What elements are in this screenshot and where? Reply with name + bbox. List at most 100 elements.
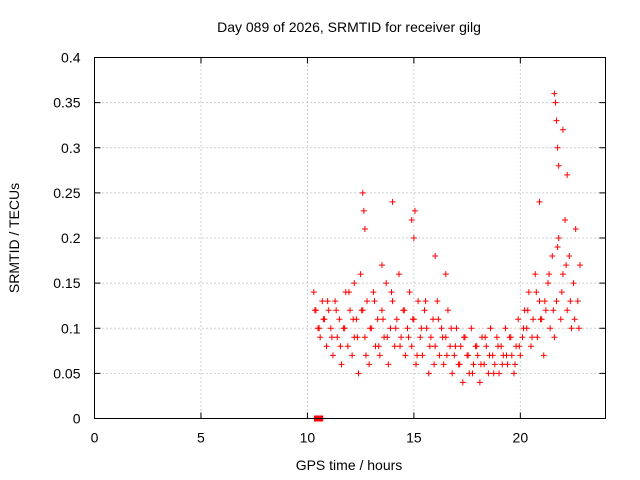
data-point bbox=[503, 352, 510, 359]
data-point bbox=[525, 289, 532, 296]
data-point bbox=[483, 343, 490, 350]
data-point bbox=[447, 343, 454, 350]
x-tick-label: 20 bbox=[513, 430, 529, 446]
data-point bbox=[402, 352, 409, 359]
x-tick-label: 10 bbox=[300, 430, 316, 446]
y-tick-label: 0.3 bbox=[61, 140, 81, 156]
data-point bbox=[494, 343, 501, 350]
data-point bbox=[554, 144, 561, 151]
data-point bbox=[425, 370, 432, 377]
data-point bbox=[391, 343, 398, 350]
data-point bbox=[460, 334, 467, 341]
data-point bbox=[327, 325, 334, 332]
y-tick-label: 0.25 bbox=[53, 185, 80, 201]
y-tick-label: 0.35 bbox=[53, 95, 80, 111]
data-point bbox=[415, 298, 422, 305]
data-point bbox=[490, 370, 497, 377]
data-point bbox=[562, 216, 569, 223]
data-point bbox=[374, 316, 381, 323]
data-point bbox=[555, 235, 562, 241]
data-point bbox=[384, 334, 391, 341]
data-point bbox=[364, 298, 371, 305]
data-point bbox=[546, 271, 553, 278]
data-point bbox=[482, 334, 489, 341]
data-point bbox=[533, 289, 540, 296]
data-point bbox=[568, 325, 575, 332]
data-point bbox=[519, 334, 526, 341]
y-tick-label: 0.1 bbox=[61, 320, 81, 336]
data-point bbox=[536, 198, 543, 205]
data-point bbox=[534, 334, 541, 341]
data-point bbox=[406, 289, 413, 296]
data-point bbox=[358, 307, 365, 314]
data-point bbox=[477, 361, 484, 368]
data-point bbox=[316, 325, 323, 332]
x-tick-label: 0 bbox=[91, 430, 99, 446]
grid-lines bbox=[94, 57, 606, 419]
data-point bbox=[558, 289, 565, 296]
data-point bbox=[473, 343, 480, 350]
data-point bbox=[421, 307, 428, 314]
data-point bbox=[389, 298, 396, 305]
data-point bbox=[468, 325, 475, 332]
data-point bbox=[323, 343, 330, 350]
data-point bbox=[385, 361, 392, 368]
data-point bbox=[423, 325, 430, 332]
data-point bbox=[354, 334, 361, 341]
data-point bbox=[375, 343, 382, 350]
data-point bbox=[409, 316, 416, 323]
data-point bbox=[439, 334, 446, 341]
data-point bbox=[451, 352, 458, 359]
data-point bbox=[438, 325, 445, 332]
data-point bbox=[432, 343, 439, 350]
data-point bbox=[563, 262, 570, 269]
data-point bbox=[319, 298, 326, 305]
data-point bbox=[311, 307, 318, 314]
data-point bbox=[559, 126, 566, 133]
data-point bbox=[408, 343, 415, 350]
data-point bbox=[541, 298, 548, 305]
data-point bbox=[465, 352, 472, 359]
data-point bbox=[576, 262, 583, 269]
data-point bbox=[516, 343, 523, 350]
data-point bbox=[572, 225, 579, 232]
x-tick-label: 5 bbox=[197, 430, 205, 446]
data-point bbox=[422, 298, 429, 305]
data-point bbox=[414, 352, 421, 359]
data-point bbox=[564, 307, 571, 314]
data-point bbox=[336, 316, 343, 323]
data-point bbox=[345, 289, 352, 296]
data-point bbox=[320, 316, 327, 323]
data-point bbox=[419, 352, 426, 359]
data-point bbox=[536, 298, 543, 305]
data-point bbox=[360, 207, 367, 214]
data-point bbox=[470, 361, 477, 368]
data-point bbox=[575, 325, 582, 332]
data-point bbox=[493, 334, 500, 341]
data-point bbox=[508, 352, 515, 359]
data-point bbox=[361, 225, 368, 232]
data-point bbox=[388, 289, 395, 296]
data-point bbox=[459, 379, 466, 386]
y-tick-label: 0 bbox=[73, 411, 81, 427]
data-point bbox=[570, 280, 577, 287]
data-point bbox=[537, 316, 544, 323]
data-point bbox=[571, 316, 578, 323]
data-point bbox=[502, 325, 509, 332]
data-point bbox=[404, 325, 411, 332]
data-point bbox=[551, 334, 558, 341]
data-point bbox=[512, 361, 519, 368]
data-point bbox=[449, 370, 456, 377]
y-tick-label: 0.15 bbox=[53, 275, 80, 291]
data-point bbox=[456, 361, 463, 368]
data-point bbox=[431, 361, 438, 368]
data-point bbox=[362, 352, 369, 359]
data-point bbox=[376, 352, 383, 359]
data-point bbox=[355, 370, 362, 377]
data-point bbox=[357, 271, 364, 278]
y-tick-label: 0.05 bbox=[53, 365, 80, 381]
data-point bbox=[453, 325, 460, 332]
data-point bbox=[361, 334, 368, 341]
data-point bbox=[552, 99, 559, 106]
